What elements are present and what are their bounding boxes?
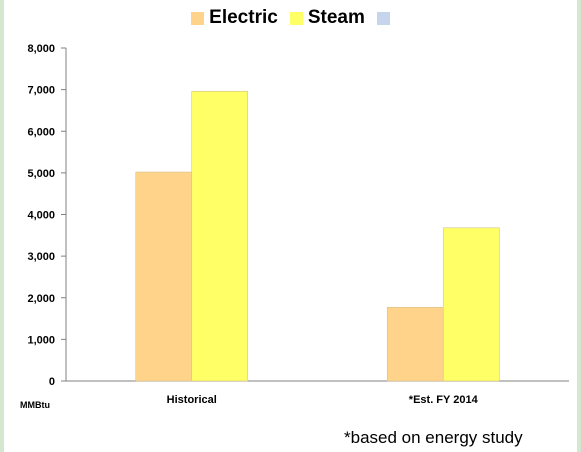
x-category-label: *Est. FY 2014	[409, 394, 479, 406]
legend-swatch-electric	[191, 11, 205, 25]
y-tick-label: 8,000	[27, 43, 55, 55]
legend-swatch-third	[376, 11, 390, 25]
legend-label-steam: Steam	[307, 7, 365, 28]
y-tick-label: 4,000	[27, 210, 55, 222]
legend-item-steam: Steam	[289, 7, 365, 29]
y-tick-label: 3,000	[27, 251, 55, 263]
unit-label: MMBtu	[20, 400, 50, 410]
legend-item-electric: Electric	[191, 7, 278, 29]
legend-label-electric: Electric	[209, 7, 278, 28]
x-category-label: Historical	[167, 394, 217, 406]
bar-steam-1	[442, 227, 500, 382]
y-tick-label: 6,000	[27, 126, 55, 138]
y-tick-label: 1,000	[27, 334, 55, 346]
legend: Electric Steam	[0, 4, 581, 32]
y-tick-label: 7,000	[27, 85, 55, 97]
y-tick-label: 0	[49, 376, 55, 388]
legend-swatch-steam	[289, 11, 303, 25]
legend-item-third	[376, 11, 390, 25]
bar-steam-0	[191, 90, 249, 382]
footnote: *based on energy study	[344, 428, 523, 447]
y-tick-label: 2,000	[27, 293, 55, 305]
y-tick-label: 5,000	[27, 168, 55, 180]
bar-electric-0	[135, 171, 193, 382]
bar-electric-1	[386, 307, 444, 382]
